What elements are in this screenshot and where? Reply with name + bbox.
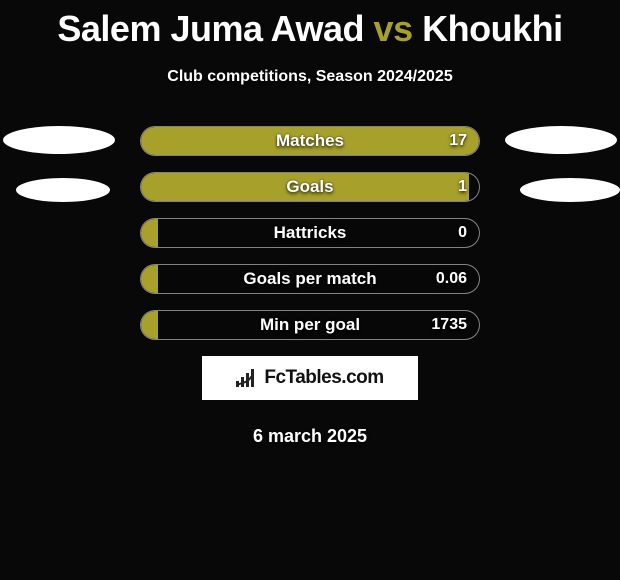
bar-row: Min per goal1735 xyxy=(140,310,480,340)
bar-fill xyxy=(141,219,158,247)
date-label: 6 march 2025 xyxy=(0,426,620,447)
oval-shape xyxy=(520,178,620,202)
vs-separator: vs xyxy=(374,8,413,49)
bar-fill xyxy=(141,127,479,155)
left-ovals xyxy=(0,126,124,202)
bar-row: Goals1 xyxy=(140,172,480,202)
bar-value: 17 xyxy=(449,127,467,155)
bar-value: 0 xyxy=(458,219,467,247)
bar-chart: Matches17 Goals1 Hattricks0 Goals per match… xyxy=(140,126,480,340)
player2-name: Khoukhi xyxy=(422,8,562,49)
oval-shape xyxy=(3,126,115,154)
bar-row: Hattricks0 xyxy=(140,218,480,248)
oval-shape xyxy=(16,178,110,202)
bar-value: 1735 xyxy=(431,311,467,339)
subtitle: Club competitions, Season 2024/2025 xyxy=(0,68,620,86)
bar-value: 0.06 xyxy=(436,265,467,293)
right-ovals xyxy=(496,126,620,202)
logo-box: FcTables.com xyxy=(202,356,418,400)
player1-name: Salem Juma Awad xyxy=(57,8,364,49)
bar-row: Goals per match0.06 xyxy=(140,264,480,294)
bar-label: Min per goal xyxy=(141,311,479,339)
bar-label: Goals per match xyxy=(141,265,479,293)
chart-area: Matches17 Goals1 Hattricks0 Goals per match… xyxy=(0,126,620,340)
oval-shape xyxy=(505,126,617,154)
bar-label: Hattricks xyxy=(141,219,479,247)
logo-text: FcTables.com xyxy=(264,367,383,389)
comparison-title: Salem Juma Awad vs Khoukhi xyxy=(0,0,620,50)
bar-fill xyxy=(141,173,469,201)
bar-fill xyxy=(141,265,158,293)
bar-fill xyxy=(141,311,158,339)
bar-value: 1 xyxy=(458,173,467,201)
fctables-icon xyxy=(236,369,258,387)
bar-row: Matches17 xyxy=(140,126,480,156)
